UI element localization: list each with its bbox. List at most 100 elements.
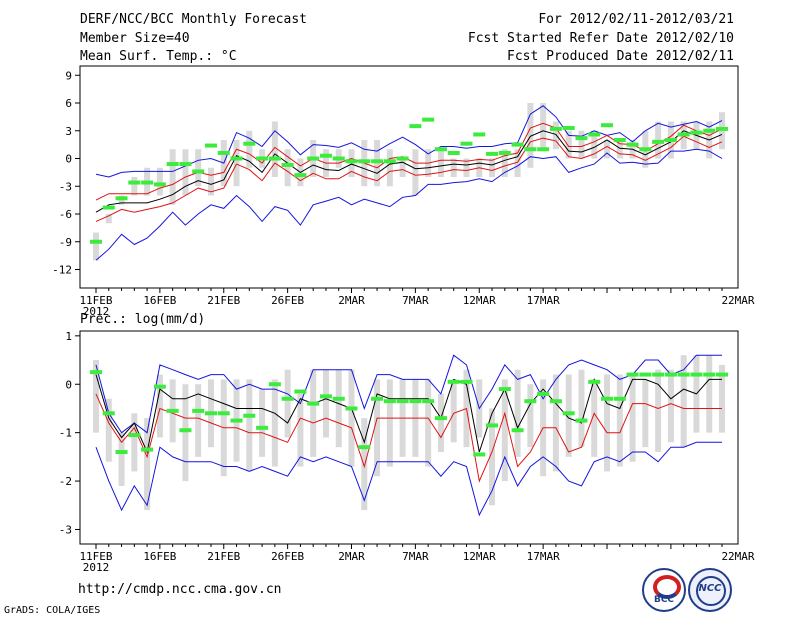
footer-url[interactable]: http://cmdp.ncc.cma.gov.cn bbox=[78, 582, 282, 597]
x-tick-label: 16FEB bbox=[143, 294, 176, 307]
x-tick-label: 26FEB bbox=[271, 550, 304, 563]
ensemble-box bbox=[616, 374, 623, 467]
x-tick-label: 21FEB bbox=[207, 550, 240, 563]
observed-marker bbox=[434, 416, 447, 421]
panel-title: Prec.: log(mm/d) bbox=[80, 312, 205, 327]
observed-marker bbox=[281, 396, 294, 401]
observed-marker bbox=[422, 399, 435, 404]
spread-low-line bbox=[95, 135, 723, 222]
observed-marker bbox=[204, 143, 217, 148]
observed-marker bbox=[345, 406, 358, 411]
observed-marker bbox=[562, 411, 575, 416]
observed-marker bbox=[230, 418, 243, 423]
ensemble-box bbox=[399, 158, 406, 177]
observed-marker bbox=[281, 162, 294, 167]
ensemble-box bbox=[501, 149, 508, 177]
ensemble-box bbox=[489, 158, 496, 177]
ensemble-box bbox=[284, 369, 291, 438]
y-tick-label: 0 bbox=[65, 378, 72, 391]
observed-marker bbox=[575, 418, 588, 423]
fcst-started: Fcst Started Refer Date 2012/02/10 bbox=[467, 31, 734, 46]
ensemble-box bbox=[118, 432, 125, 486]
x-tick-label: 16FEB bbox=[143, 550, 176, 563]
ensemble-box bbox=[348, 369, 355, 467]
ensemble-box bbox=[655, 369, 662, 453]
grads-credit: GrADS: COLA/IGES bbox=[4, 605, 101, 616]
ensemble-box bbox=[271, 379, 278, 467]
ensemble-box bbox=[706, 355, 713, 433]
ensemble-box bbox=[412, 149, 419, 196]
ensemble-box bbox=[207, 167, 214, 196]
observed-marker bbox=[396, 399, 409, 404]
observed-marker bbox=[703, 128, 716, 133]
observed-marker bbox=[153, 182, 166, 187]
observed-marker bbox=[652, 139, 665, 144]
x-tick-label: 7MAR bbox=[402, 294, 429, 307]
observed-marker bbox=[588, 379, 601, 384]
bcc-logo-swirl bbox=[653, 575, 681, 599]
observed-marker bbox=[217, 150, 230, 155]
ensemble-box bbox=[182, 149, 189, 196]
observed-marker bbox=[319, 153, 332, 158]
plot-frame bbox=[79, 65, 739, 289]
observed-marker bbox=[524, 399, 537, 404]
y-tick-label: -1 bbox=[59, 427, 72, 440]
ensemble-box bbox=[93, 232, 99, 261]
observed-marker bbox=[601, 123, 614, 128]
panel-precipitation: 1 0 -1 -2 -3 11FEB 16FEB 21FEB 26FEB 2MAR 7MAR 12MA… bbox=[59, 312, 755, 574]
ensemble-box bbox=[616, 140, 623, 159]
x-tick-label: 11FEB bbox=[79, 294, 112, 307]
ensemble-box bbox=[450, 158, 457, 177]
ensemble-box bbox=[437, 149, 444, 177]
ensemble-box bbox=[156, 167, 163, 196]
ensemble-box bbox=[182, 384, 189, 482]
y-tick-label: 0 bbox=[65, 153, 72, 166]
observed-marker bbox=[307, 156, 320, 161]
x-tick-label: 17MAR bbox=[527, 294, 560, 307]
ensemble-box bbox=[591, 130, 598, 159]
x-tick-label: 26FEB bbox=[271, 294, 304, 307]
observed-marker bbox=[256, 156, 269, 161]
y-tick-label: -3 bbox=[59, 180, 72, 193]
bcc-logo: BCC bbox=[642, 568, 686, 612]
fcst-produced: Fcst Produced Date 2012/02/11 bbox=[507, 49, 734, 64]
ensemble-box bbox=[105, 398, 112, 462]
plot-frame bbox=[79, 330, 739, 545]
observed-marker bbox=[562, 125, 575, 130]
observed-marker bbox=[217, 411, 230, 416]
observed-marker bbox=[626, 142, 639, 147]
observed-marker bbox=[549, 399, 562, 404]
x-tick-label: 21FEB bbox=[207, 294, 240, 307]
observed-marker bbox=[294, 173, 307, 178]
observed-marker bbox=[511, 142, 524, 147]
ensemble-box bbox=[259, 389, 266, 457]
x-tick-label: 17MAR bbox=[527, 550, 560, 563]
observed-marker bbox=[128, 180, 141, 185]
observed-marker bbox=[690, 372, 703, 377]
x-year-label: 2012 bbox=[83, 561, 110, 574]
observed-marker bbox=[524, 147, 537, 152]
ensemble-box bbox=[386, 379, 393, 467]
ensemble-box bbox=[450, 379, 457, 443]
observed-marker bbox=[243, 141, 256, 146]
observed-marker bbox=[332, 156, 345, 161]
variable-label: Mean Surf. Temp.: °C bbox=[80, 49, 237, 64]
ensemble-box bbox=[374, 379, 381, 477]
y-tick-label: 6 bbox=[65, 97, 72, 110]
ensemble-box bbox=[246, 130, 253, 168]
ensemble-box bbox=[667, 369, 674, 443]
ensemble-box bbox=[93, 360, 99, 433]
observed-marker bbox=[268, 382, 281, 387]
ensemble-box bbox=[565, 130, 572, 159]
ensemble-box bbox=[246, 379, 253, 472]
ensemble-box bbox=[271, 121, 278, 177]
observed-marker bbox=[230, 156, 243, 161]
observed-marker bbox=[268, 156, 281, 161]
ensemble-box bbox=[361, 418, 368, 511]
observed-marker bbox=[460, 141, 473, 146]
ensemble-box bbox=[156, 374, 163, 438]
observed-marker bbox=[383, 159, 396, 164]
x-tick-label: 7MAR bbox=[402, 550, 429, 563]
ensemble-mean-line bbox=[95, 130, 723, 213]
ensemble-box bbox=[604, 374, 611, 472]
